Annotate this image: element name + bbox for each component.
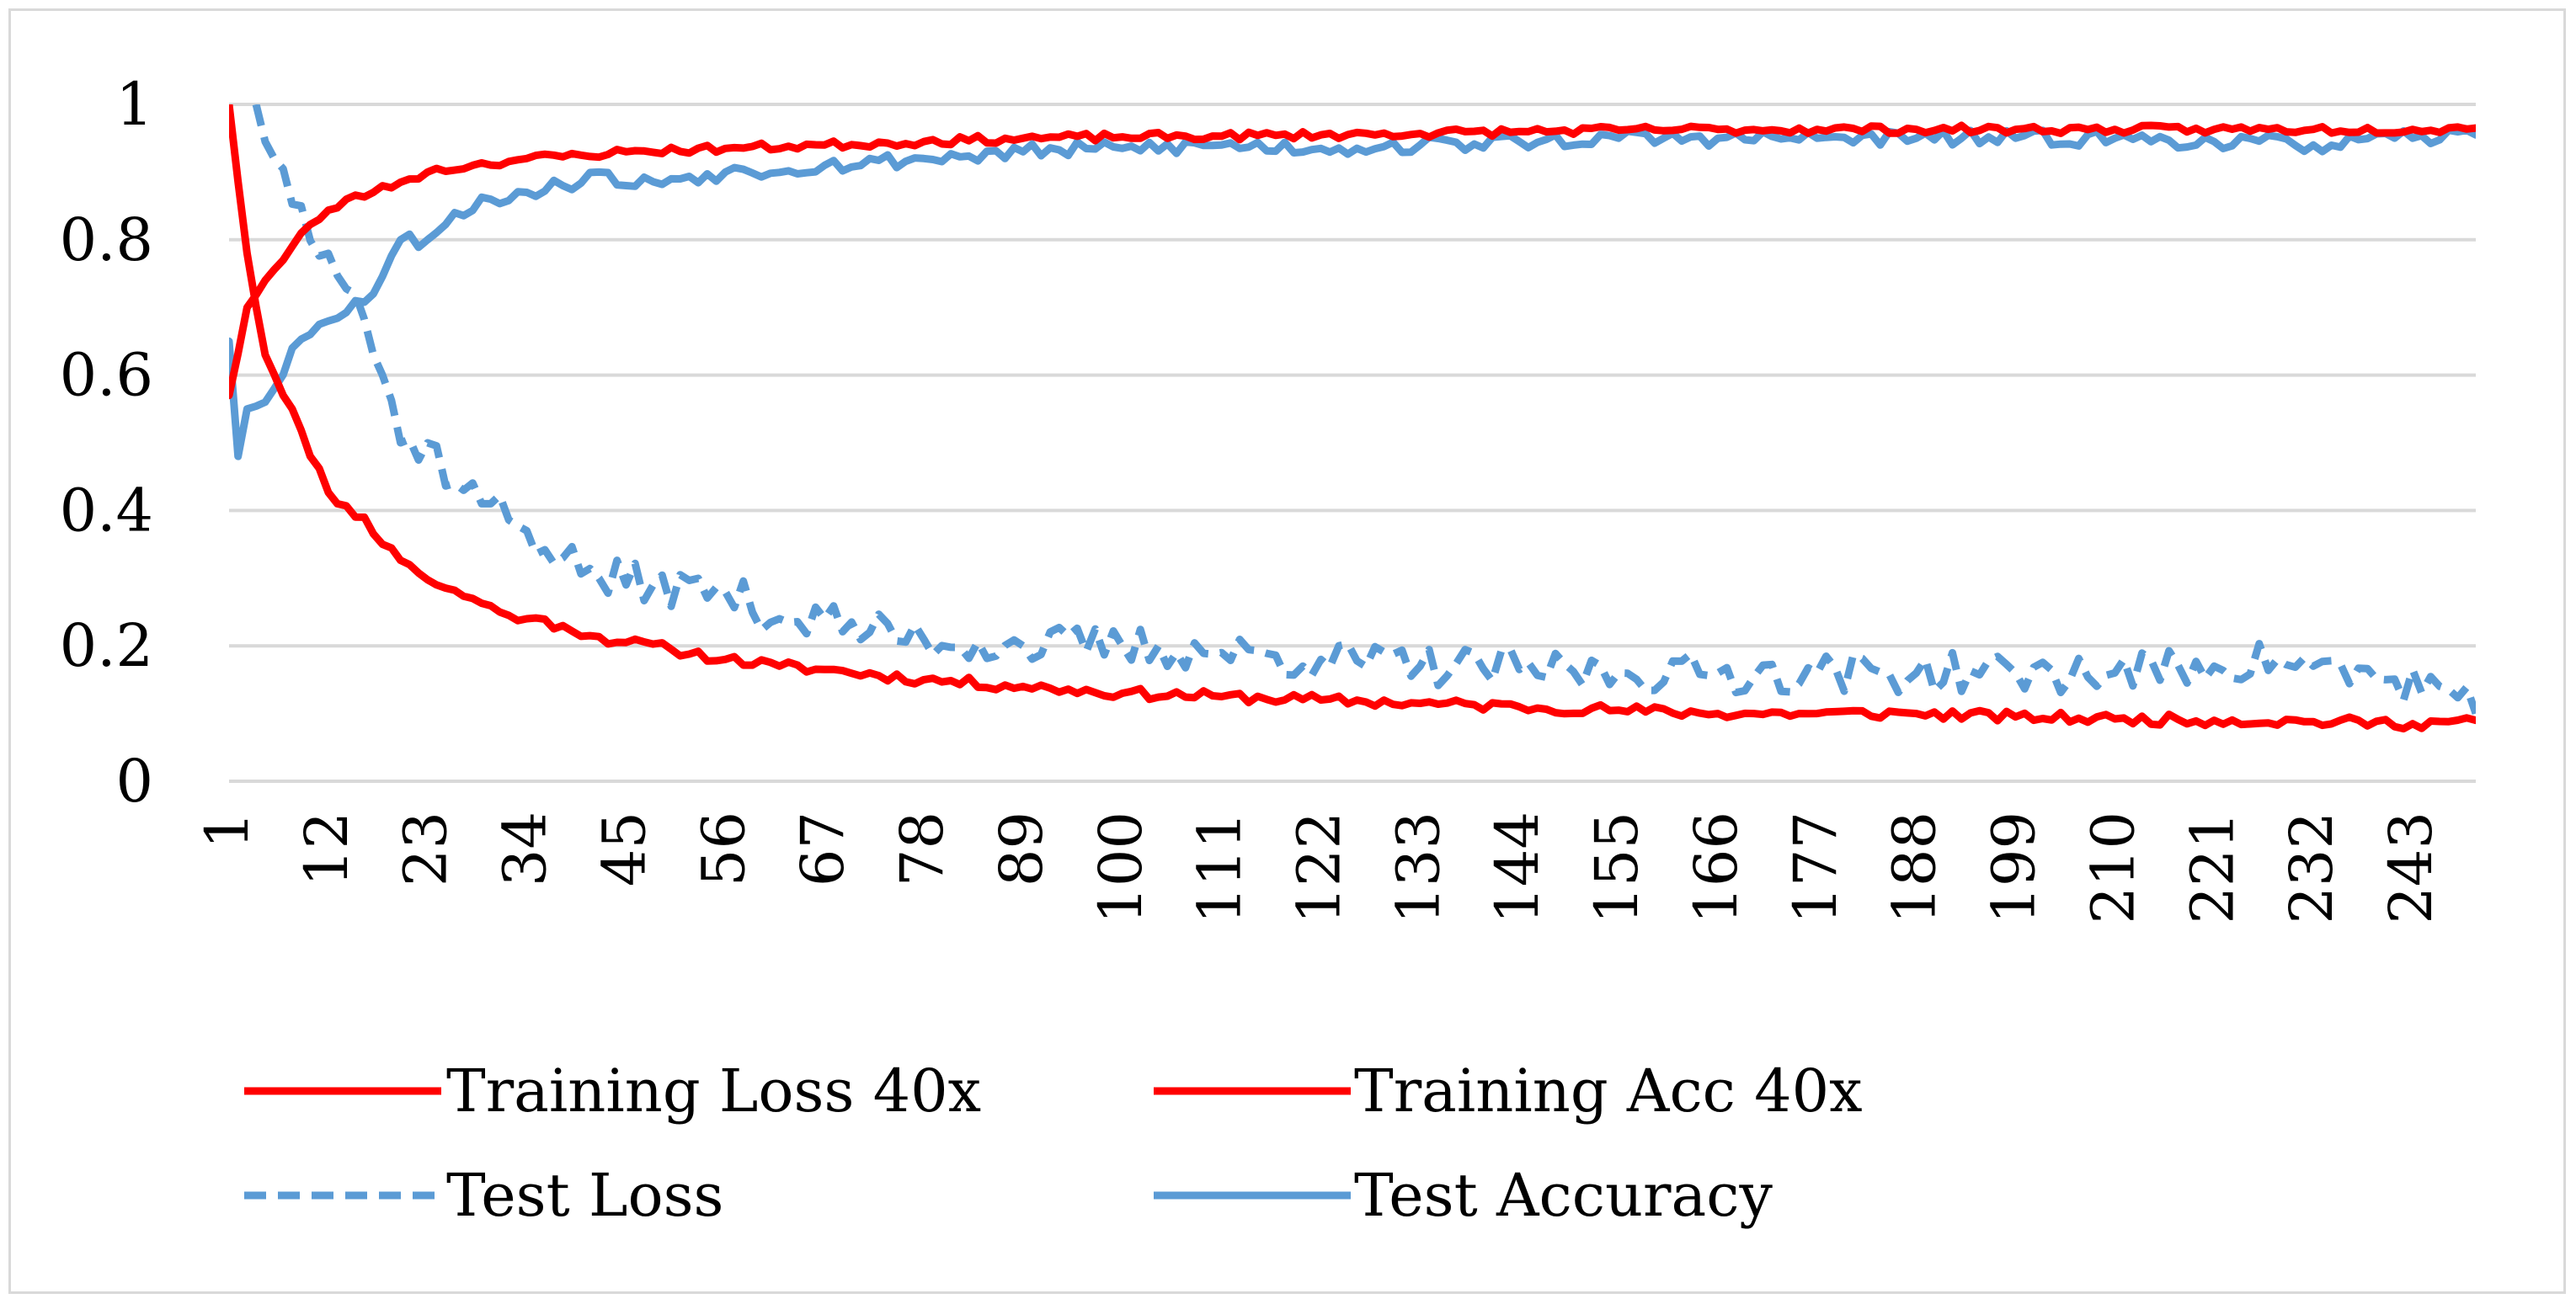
legend-entry: Training Acc 40x bbox=[1154, 1057, 1863, 1126]
series-line-test-accuracy bbox=[229, 126, 2476, 460]
y-tick-label: 0 bbox=[115, 747, 153, 816]
y-tick-label: 0.2 bbox=[60, 611, 153, 680]
x-tick-label: 45 bbox=[589, 812, 659, 886]
legend-label: Training Acc 40x bbox=[1354, 1057, 1863, 1126]
legend-label: Test Loss bbox=[446, 1161, 723, 1230]
x-tick-label: 155 bbox=[1582, 812, 1651, 924]
x-tick-label: 144 bbox=[1483, 812, 1552, 924]
legend-label: Training Loss 40x bbox=[446, 1057, 981, 1126]
x-tick-label: 243 bbox=[2376, 812, 2445, 924]
legend: Training Loss 40x Training Acc 40x Test Lo… bbox=[244, 1057, 1863, 1230]
x-tick-label: 133 bbox=[1384, 812, 1453, 924]
x-tick-label: 111 bbox=[1186, 812, 1255, 924]
legend-label: Test Accuracy bbox=[1354, 1161, 1773, 1230]
x-tick-label: 210 bbox=[2078, 812, 2147, 924]
y-tick-label: 1 bbox=[115, 70, 153, 139]
x-tick-label: 166 bbox=[1682, 812, 1751, 924]
y-tick-label: 0.6 bbox=[60, 341, 153, 410]
x-tick-label: 67 bbox=[788, 812, 857, 886]
x-tick-label: 199 bbox=[1980, 812, 2049, 924]
x-tick-label: 89 bbox=[987, 812, 1056, 886]
x-tick-label: 34 bbox=[491, 812, 560, 886]
x-axis-ticks: 1 12 23 34 45 56 67 78 89 100 111 122 133 144 155 166 17… bbox=[193, 812, 2445, 924]
x-tick-label: 56 bbox=[689, 812, 758, 886]
x-tick-label: 12 bbox=[292, 812, 361, 886]
legend-entry: Training Loss 40x bbox=[244, 1057, 981, 1126]
x-tick-label: 221 bbox=[2178, 812, 2247, 924]
legend-entry: Test Accuracy bbox=[1154, 1161, 1773, 1230]
gridlines bbox=[229, 103, 2476, 783]
x-tick-label: 177 bbox=[1781, 812, 1850, 924]
series-line-test-loss bbox=[252, 104, 2476, 716]
y-axis-ticks: 0 0.2 0.4 0.6 0.8 1 bbox=[60, 70, 153, 816]
x-tick-label: 232 bbox=[2277, 812, 2346, 924]
series-lines bbox=[229, 104, 2476, 733]
x-tick-label: 1 bbox=[193, 812, 262, 849]
x-tick-label: 122 bbox=[1284, 812, 1353, 924]
y-tick-label: 0.4 bbox=[60, 476, 153, 545]
legend-entry: Test Loss bbox=[244, 1161, 723, 1230]
x-tick-label: 100 bbox=[1086, 812, 1155, 924]
x-tick-label: 188 bbox=[1880, 812, 1949, 924]
y-tick-label: 0.8 bbox=[60, 205, 153, 274]
series-line-training-acc-40x bbox=[229, 121, 2476, 400]
x-tick-label: 23 bbox=[392, 812, 461, 886]
x-tick-label: 78 bbox=[888, 812, 957, 886]
series-line-training-loss-40x bbox=[229, 104, 2476, 733]
